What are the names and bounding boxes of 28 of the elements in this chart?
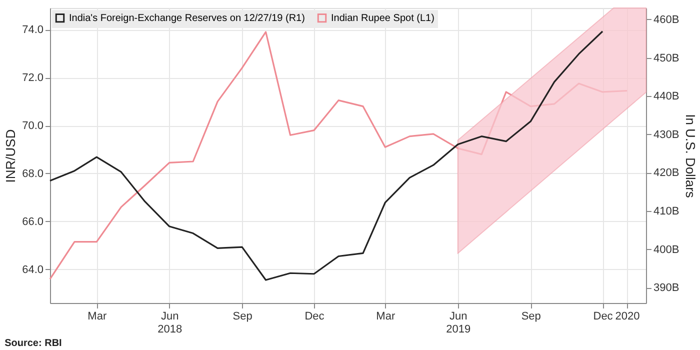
y-tick-label: 66.0 <box>22 216 44 228</box>
x-tick-label: Dec <box>593 310 614 322</box>
y2-tick-label: 440B <box>654 90 680 103</box>
x-tick-label: Jun 2019 <box>446 310 471 336</box>
x-tick-label: Sep <box>521 310 541 322</box>
x-tick-label: Mar <box>376 310 396 322</box>
y-tick-label: 70.0 <box>22 120 44 132</box>
legend-label: India's Foreign-Exchange Reserves on 12/27/19 (R1) <box>69 13 305 24</box>
x-tick-label: Mar <box>88 310 107 322</box>
y2-tick-label: 460B <box>654 14 680 26</box>
y2-tick-label: 450B <box>654 52 680 64</box>
y-axis-title: INR/USD <box>3 129 18 183</box>
x-tick-label: Dec <box>304 310 325 322</box>
y2-axis-title: In U.S. Dollars <box>683 114 698 198</box>
x-tick-label: Sep <box>232 310 252 322</box>
y-tick-label: 72.0 <box>22 72 44 84</box>
y2-tick-label: 430B <box>654 128 680 141</box>
y2-tick-label: 400B <box>654 244 680 256</box>
y-tick-label: 74.0 <box>22 24 44 36</box>
y2-tick-label: 410B <box>654 206 680 218</box>
y2-tick-label: 420B <box>654 167 680 180</box>
source-note: Source: RBI <box>4 338 62 349</box>
y2-tick-label: 390B <box>654 282 680 294</box>
x-tick-label: 2020 <box>615 310 640 322</box>
y-tick-label: 68.0 <box>22 168 44 180</box>
x-tick-label: Jun 2018 <box>158 310 182 336</box>
legend-label: Indian Rupee Spot (L1) <box>331 13 434 24</box>
y-tick-label: 64.0 <box>22 264 44 276</box>
